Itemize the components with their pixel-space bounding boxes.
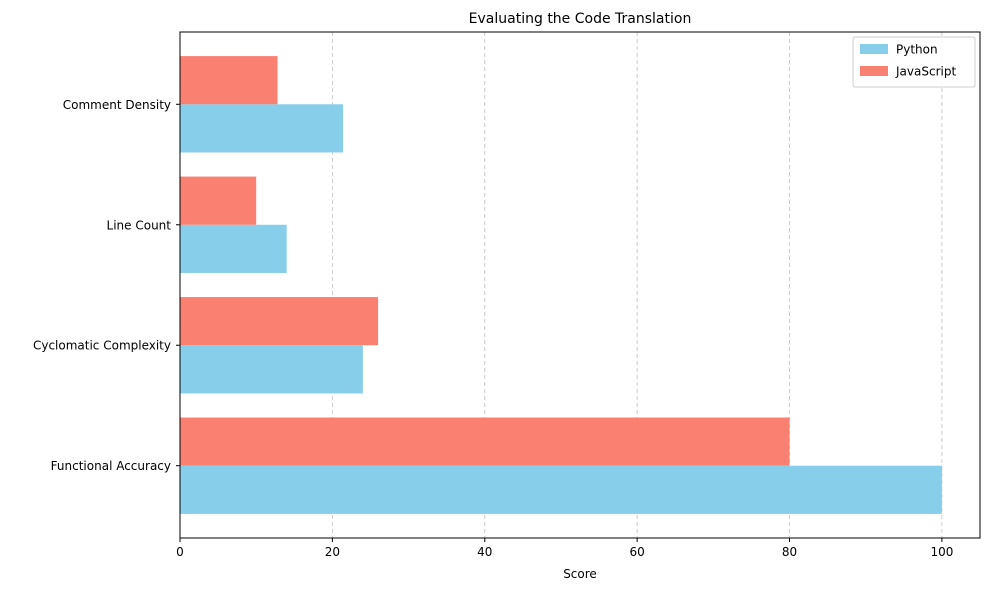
- chart-title: Evaluating the Code Translation: [469, 11, 692, 27]
- x-tick-label: 100: [930, 545, 953, 559]
- bar-python: [180, 345, 363, 394]
- bar-javascript: [180, 56, 278, 105]
- x-axis: 0 20 40 60 80 100: [176, 538, 953, 559]
- legend-label-javascript: JavaScript: [895, 65, 956, 79]
- y-tick-label: Line Count: [107, 218, 172, 232]
- plot-frame: [179, 31, 981, 539]
- bar-javascript: [180, 297, 379, 346]
- x-tick-label: 0: [176, 545, 184, 559]
- legend-swatch-python: [860, 44, 888, 54]
- legend-label-python: Python: [896, 43, 938, 57]
- y-tick-label: Functional Accuracy: [51, 459, 171, 473]
- bar-python: [180, 104, 344, 153]
- x-tick-label: 80: [782, 545, 797, 559]
- bar-javascript: [180, 417, 790, 466]
- x-tick-label: 20: [325, 545, 340, 559]
- legend-swatch-javascript: [860, 66, 888, 76]
- bar-python: [180, 465, 942, 514]
- y-tick-label: Comment Density: [63, 98, 171, 112]
- bar-python: [180, 224, 287, 273]
- bar-javascript: [180, 176, 257, 225]
- y-axis: Functional Accuracy Cyclomatic Complexity…: [33, 98, 180, 473]
- x-axis-label: Score: [563, 567, 597, 581]
- y-tick-label: Cyclomatic Complexity: [33, 339, 171, 353]
- x-tick-label: 60: [630, 545, 645, 559]
- x-tick-label: 40: [477, 545, 492, 559]
- bars-layer: [180, 56, 942, 514]
- legend: Python JavaScript: [852, 36, 976, 88]
